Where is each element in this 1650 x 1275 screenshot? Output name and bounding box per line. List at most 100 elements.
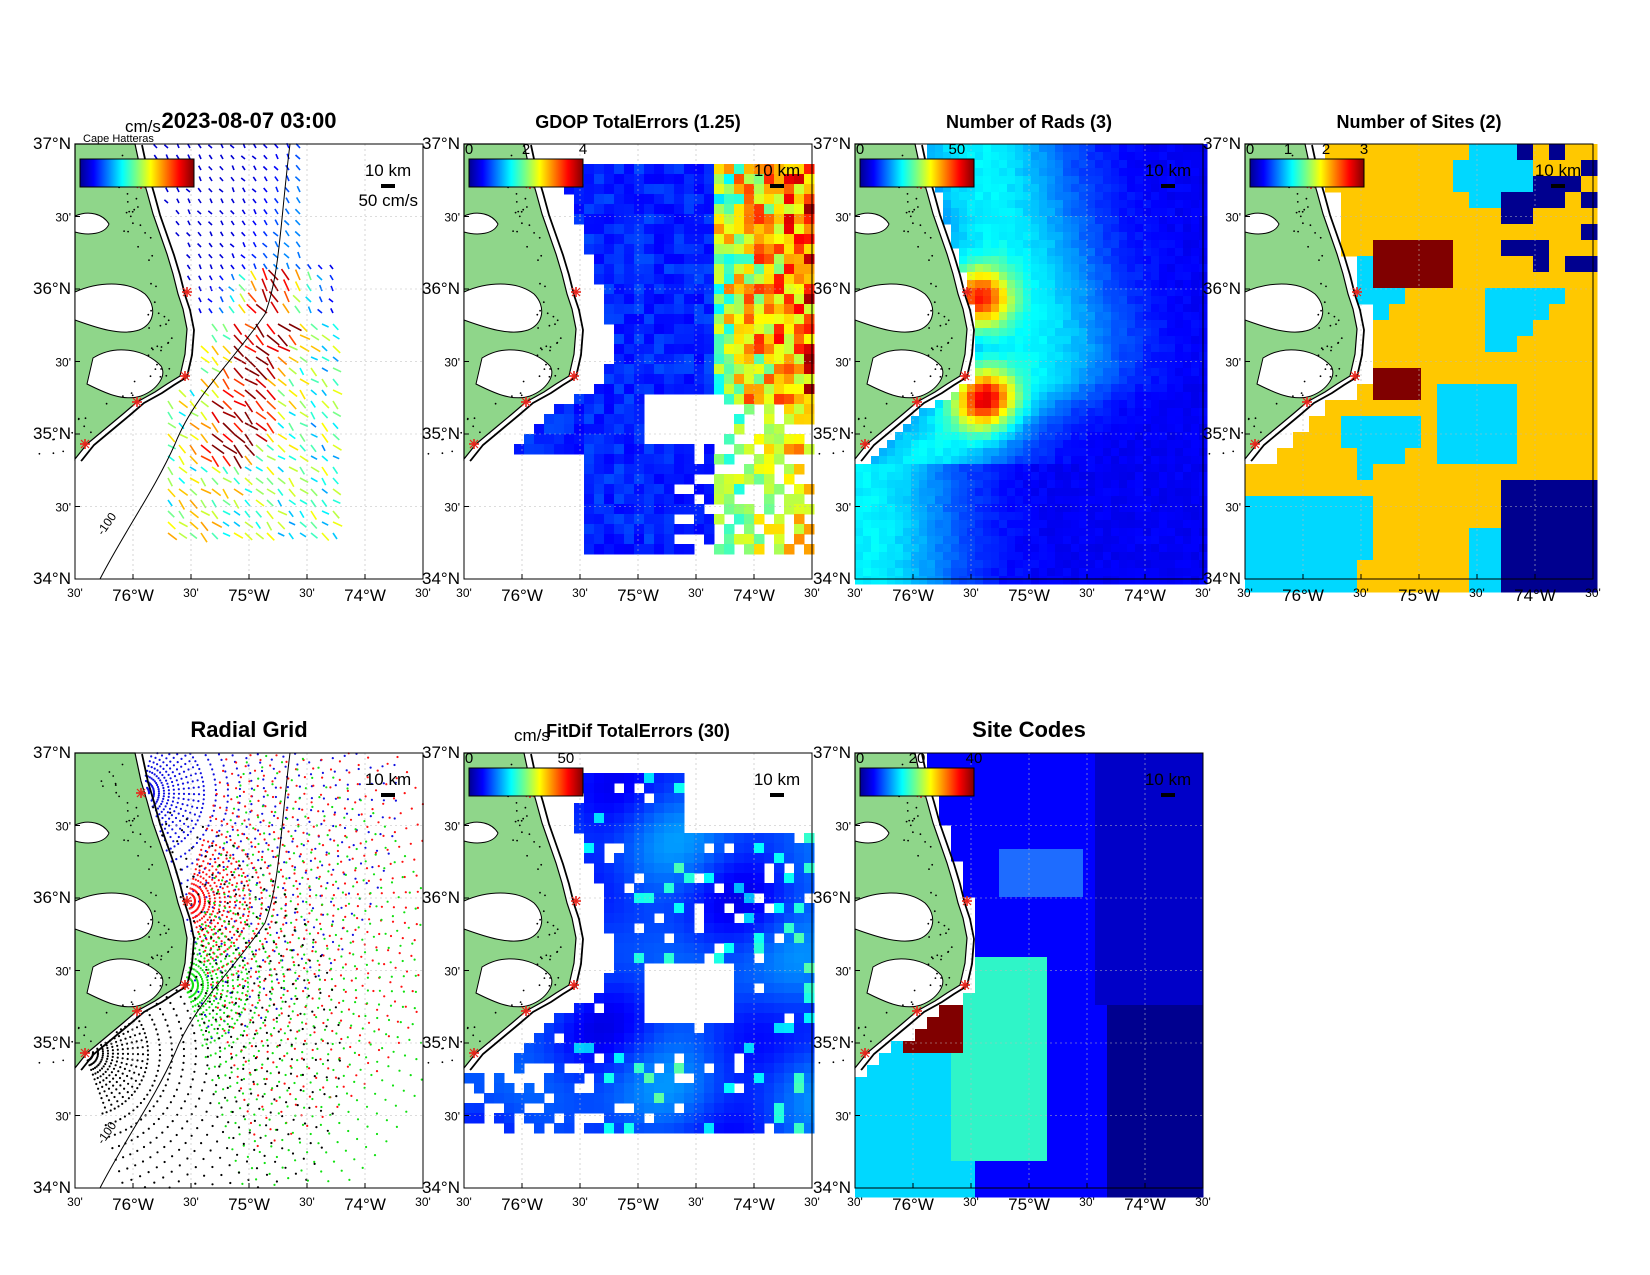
field-cell [744,354,755,365]
field-cell [614,354,625,365]
field-cell [1127,512,1136,521]
field-cell [704,524,715,535]
field-cell [1095,256,1104,265]
field-cell [1453,272,1470,289]
field-cell [1135,176,1144,185]
field-cell [1421,272,1438,289]
field-cell [634,414,645,425]
field-cell [1421,432,1438,449]
field-cell [1127,264,1136,273]
field-cell [1127,336,1136,345]
coastal-detail [133,380,136,383]
field-cell [1007,400,1016,409]
current-vector [288,400,297,410]
field-cell [1007,576,1016,585]
field-cell [895,440,904,449]
field-cell [975,312,984,321]
field-cell [1421,528,1438,545]
current-vector [285,175,290,182]
current-vector [266,323,276,335]
field-cell [975,160,984,169]
field-cell [624,394,635,405]
field-cell [959,576,968,585]
radial-grid-point [254,837,257,840]
field-cell [1135,416,1144,425]
field-cell [1079,392,1088,401]
current-vector [275,186,279,193]
field-cell [1063,272,1072,281]
radial-grid-point [185,893,188,896]
field-cell [927,496,936,505]
current-vector [317,264,323,270]
field-cell [634,404,645,415]
current-vector [167,510,175,518]
panel-title: 2023-08-07 03:00 [162,108,337,133]
field-cell [1175,544,1184,553]
current-vector [233,411,244,424]
field-cell [1175,384,1184,393]
field-cell [1103,480,1112,489]
field-cell [983,472,992,481]
field-cell [1095,440,1104,449]
field-cell [764,164,775,175]
field-cell [1357,288,1374,305]
field-cell [1191,360,1200,369]
current-vector [332,510,340,519]
field-cell [594,264,605,275]
field-cell [1103,544,1112,553]
field-cell [604,454,615,465]
field-cell [674,364,685,375]
field-cell [1565,224,1582,241]
coastal-detail [917,206,919,208]
field-cell [624,434,635,445]
field-cell [744,394,755,405]
field-cell [951,440,960,449]
field-cell [983,216,992,225]
radial-grid-point [162,786,165,790]
field-cell [1183,456,1192,465]
field-cell [1015,488,1024,497]
field-cell [754,174,765,185]
coastal-detail [934,368,937,370]
field-cell [744,254,755,265]
field-cell [1389,320,1406,337]
field-cell [794,494,805,505]
field-cell [951,544,960,553]
field-cell [1135,560,1144,569]
field-cell [654,454,665,465]
field-cell [1031,360,1040,369]
latitude-tick-label: 30' [835,501,851,515]
field-cell [911,456,920,465]
current-vector [332,466,339,475]
field-cell [1405,224,1422,241]
current-vector [277,411,286,421]
field-cell [624,224,635,235]
field-cell [564,404,575,415]
field-cell [714,324,725,335]
field-cell [794,174,805,185]
field-cell [1071,216,1080,225]
field-cell [983,160,992,169]
field-cell [1517,448,1534,465]
field-cell [991,576,1000,585]
current-vector [332,356,339,362]
field-cell [614,494,625,505]
field-cell [1023,432,1032,441]
radial-grid-point [176,761,179,764]
field-cell [1087,216,1096,225]
field-cell [1047,320,1056,329]
field-cell [734,184,745,195]
field-cell [887,504,896,513]
field-cell [544,414,555,425]
field-cell [774,304,785,315]
field-cell [1119,392,1128,401]
current-vector [255,400,265,412]
coastal-detail [441,452,444,455]
field-cell [1517,384,1534,401]
coastal-detail [135,197,138,200]
field-cell [999,160,1008,169]
field-cell [1453,336,1470,353]
field-cell [1191,168,1200,177]
field-cell [1151,536,1160,545]
field-cell [1175,448,1184,457]
